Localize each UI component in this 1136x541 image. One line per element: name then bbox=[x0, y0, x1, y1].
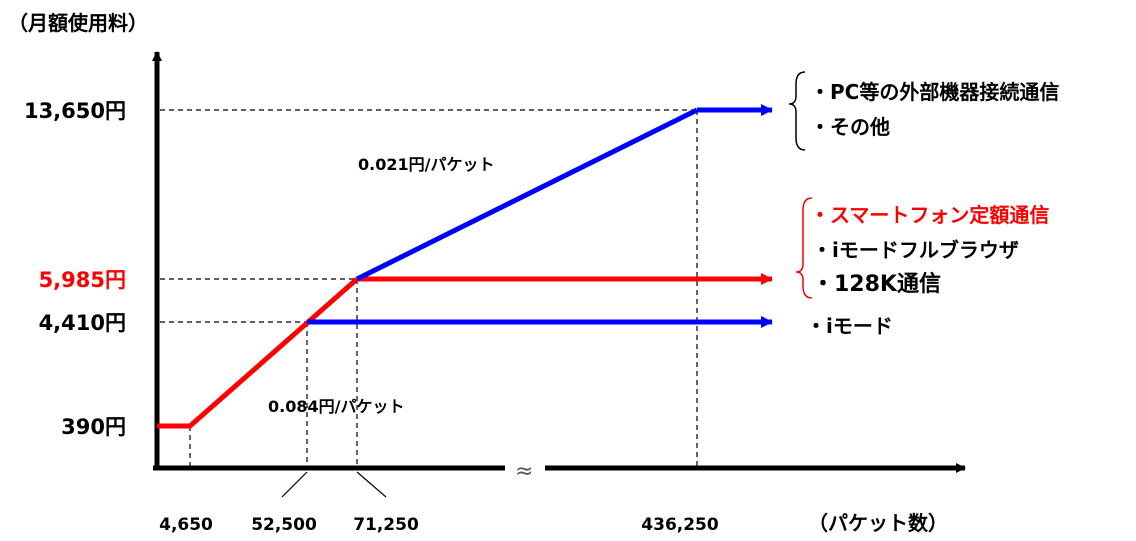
x-axis-label: （パケット数） bbox=[808, 511, 948, 535]
leader-52500 bbox=[281, 471, 308, 498]
axis-break-mark: ≈ bbox=[515, 459, 533, 484]
legend-imode: ・iモード bbox=[806, 314, 893, 338]
y-tick-390: 390円 bbox=[61, 415, 126, 439]
legend-pc: ・PC等の外部機器接続通信 bbox=[810, 80, 1059, 104]
bracket-group-1 bbox=[788, 71, 806, 151]
series-red-slope bbox=[157, 277, 359, 429]
legend-smartphone: ・スマートフォン定額通信 bbox=[810, 203, 1049, 227]
legend-imode-browser: ・iモードフルブラウザ bbox=[812, 238, 1019, 262]
x-tick-leaders bbox=[281, 471, 387, 498]
legend-128k: ・128K通信 bbox=[812, 271, 941, 297]
x-tick-436250: 436,250 bbox=[641, 515, 719, 535]
y-tick-4410: 4,410円 bbox=[39, 311, 126, 335]
rate-high-label: 0.084円/パケット bbox=[268, 397, 404, 416]
x-tick-52500: 52,500 bbox=[251, 515, 317, 535]
x-tick-71250: 71,250 bbox=[353, 515, 419, 535]
legend-other: ・その他 bbox=[810, 115, 890, 139]
bracket-group-2 bbox=[795, 197, 813, 299]
leader-71250 bbox=[356, 471, 387, 498]
x-tick-4650: 4,650 bbox=[159, 515, 213, 535]
guide-lines bbox=[160, 109, 698, 468]
y-tick-13650: 13,650円 bbox=[24, 99, 126, 123]
y-axis-label: （月額使用料） bbox=[8, 11, 148, 35]
rate-low-label: 0.021円/パケット bbox=[358, 155, 494, 174]
series-blue-slope bbox=[355, 107, 699, 282]
y-tick-5985: 5,985円 bbox=[39, 268, 126, 292]
